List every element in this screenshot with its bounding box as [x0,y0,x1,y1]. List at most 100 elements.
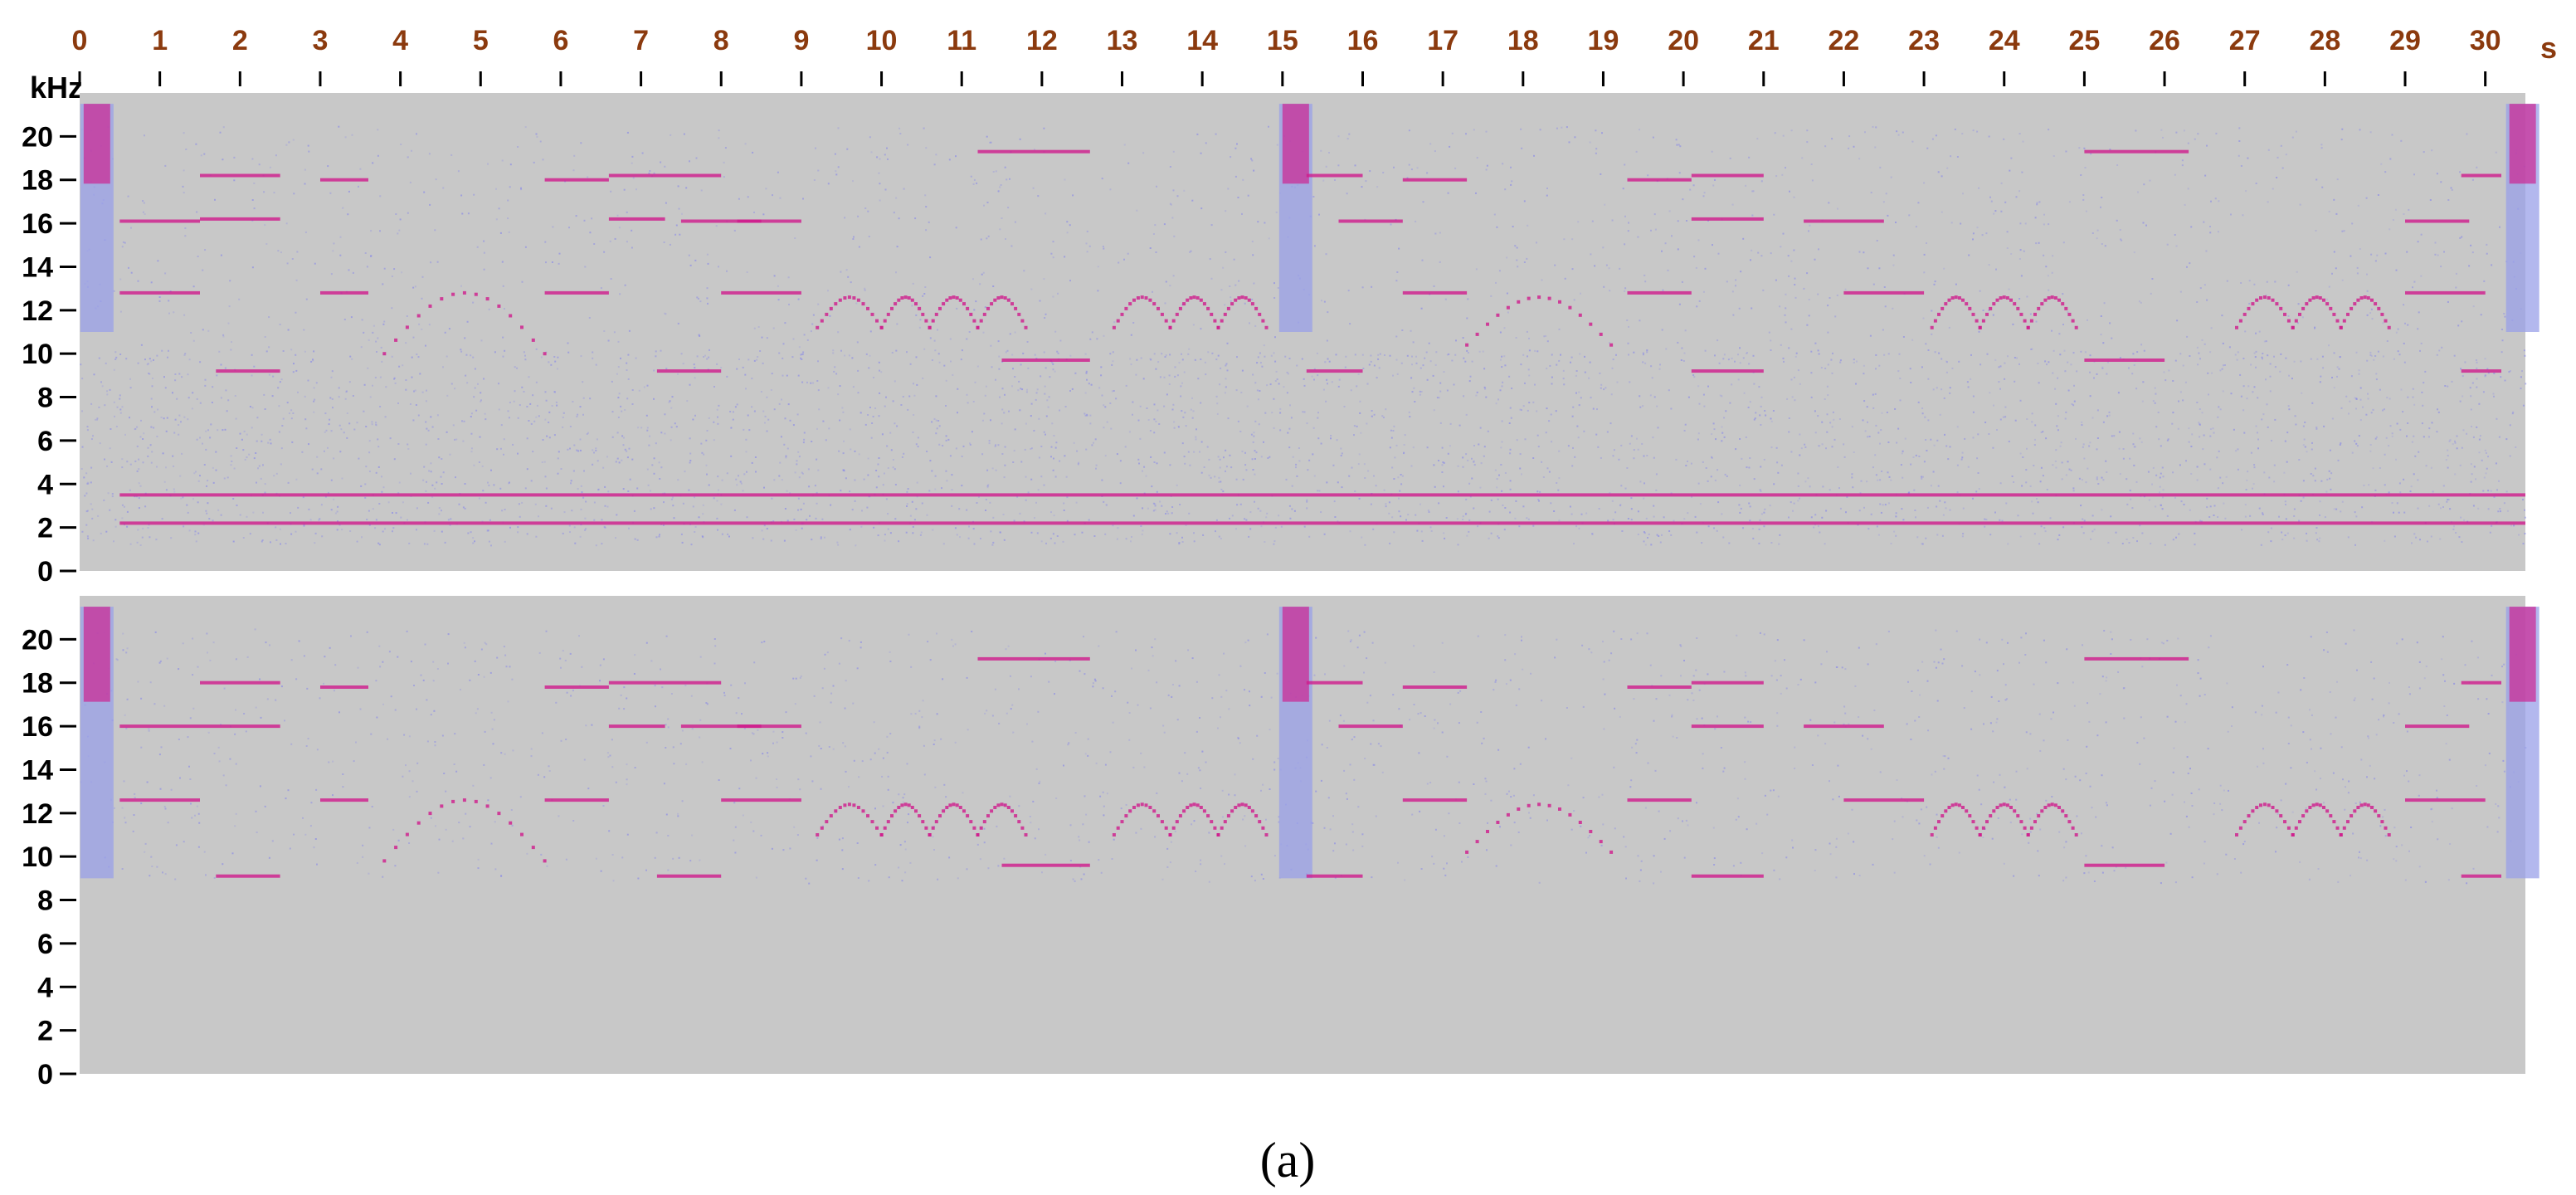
time-tick-label: 27 [2229,25,2261,56]
frequency-sweep [2291,295,2343,329]
time-tick-label: 25 [2068,25,2100,56]
tone-line [1691,680,1764,685]
noise-band [81,125,2525,366]
time-axis: 0 1 2 3 4 5 6 7 8 9 10 11 12 13 14 15 16 17 18 19 20 21 22 23 24… [72,25,2557,86]
tone-line [200,724,280,729]
frequency-tick-label: 8 [37,885,53,917]
tone-line [1691,369,1764,373]
time-tick-label: 20 [1668,25,1699,56]
time-tick-label: 6 [553,25,568,56]
frequency-tick-label: 4 [37,972,53,1003]
frequency-tick-label: 2 [37,1016,53,1047]
tone-line [119,493,2525,497]
tone-line [1338,724,1403,729]
frequency-tick-label: 6 [37,929,53,960]
tone-line [119,290,200,295]
tone-line [2405,724,2470,729]
frequency-sweep [1112,295,1172,329]
frequency-sweep [2026,802,2078,836]
tone-line [1402,290,1468,295]
broadband-pulse-core [83,104,110,184]
frequency-tick-label: 2 [37,513,53,544]
frequency-sweep [1216,295,1269,329]
frequency-tick-label: 12 [22,798,53,830]
tone-line [656,369,722,373]
frequency-sweep [976,802,1028,836]
tone-line [119,798,200,802]
tone-line [977,149,1090,154]
tone-line [1402,178,1468,182]
tone-line [2084,863,2165,867]
broadband-pulse-core [1282,104,1309,184]
tone-line [1306,680,1363,685]
tone-line [216,369,280,373]
tone-line [1306,173,1363,178]
tone-line [680,724,762,729]
tone-line [200,217,280,221]
tone-line [119,219,200,223]
frequency-tick-label: 8 [37,383,53,414]
frequency-sweep [928,295,980,329]
frequency-sweep [1978,802,2030,836]
time-tick-label: 2 [232,25,248,56]
tone-line [1001,863,1090,867]
tone-line [320,685,368,689]
frequency-sweep [2339,295,2391,329]
frequency-tick-label: 20 [22,121,53,153]
tone-line [721,290,801,295]
time-tick-label: 13 [1107,25,1138,56]
tone-line [2405,290,2486,295]
frequency-tick-label: 18 [22,668,53,700]
frequency-sweep [2339,802,2391,836]
time-tick-label: 16 [1347,25,1379,56]
frequency-sweep [2291,802,2343,836]
spectrogram-panel-top: 0 2 4 6 8 10 12 14 16 18 20 [22,93,2539,588]
tone-line [1306,369,1363,373]
tone-line [656,874,722,878]
time-tick-label: 30 [2470,25,2501,56]
time-tick-label: 3 [313,25,329,56]
time-axis-unit: s [2540,31,2557,65]
time-tick-label: 17 [1427,25,1458,56]
tone-line [1691,173,1764,178]
tone-line [977,656,1090,661]
frequency-tick-label: 10 [22,339,53,370]
tone-line [1804,724,1884,729]
time-tick-label: 23 [1908,25,1940,56]
tone-line [1843,290,1925,295]
frequency-sweep [1168,802,1220,836]
broadband-pulse-core [2509,607,2536,702]
spectrogram-panel-bottom: 0 2 4 6 8 10 12 14 16 18 20 [22,596,2539,1090]
tone-line [544,178,609,182]
frequency-tick-label: 18 [22,165,53,197]
frequency-tick-label: 6 [37,426,53,457]
tone-line [1843,798,1925,802]
noise-band [80,628,2527,885]
broadband-pulse-core [83,607,110,702]
time-tick-label: 9 [793,25,809,56]
frequency-tick-label: 14 [22,754,53,786]
tone-line [1402,798,1468,802]
time-tick-label: 11 [947,25,976,56]
time-tick-label: 18 [1507,25,1539,56]
tone-line [737,724,801,729]
tone-line [1306,874,1363,878]
tone-line [119,724,200,729]
tone-line [2461,369,2501,373]
time-tick-label: 14 [1186,25,1218,56]
frequency-tick-label: 20 [22,624,53,656]
time-tick-label: 15 [1267,25,1298,56]
tone-line [200,173,280,178]
tone-line [1338,219,1403,223]
tone-line [1627,798,1692,802]
tone-line [2084,656,2189,661]
tone-line [320,178,368,182]
frequency-tick-label: 12 [22,295,53,327]
frequency-sweep [382,290,547,356]
tone-line [544,685,609,689]
tone-line [1804,219,1884,223]
tone-line [608,217,665,221]
tone-line [1627,178,1692,182]
tone-line [2461,173,2501,178]
